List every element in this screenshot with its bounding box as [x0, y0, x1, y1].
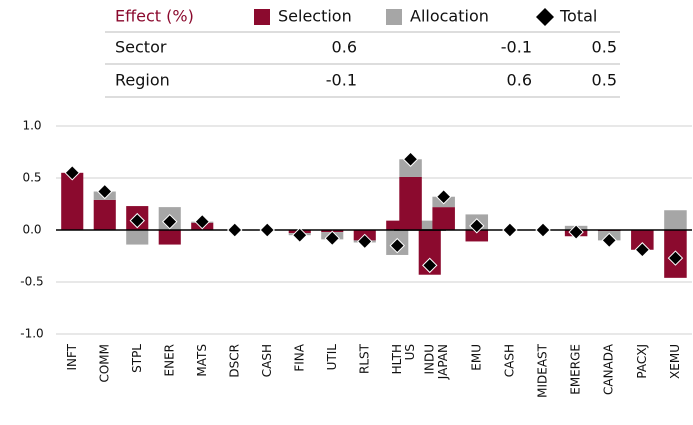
- x-tick-label: UTIL: [325, 344, 339, 371]
- table-value: -0.1: [326, 71, 357, 90]
- bar: [93, 199, 116, 230]
- total-marker: [469, 218, 485, 234]
- x-tick-label: FINA: [292, 343, 306, 371]
- table-value: 0.5: [592, 38, 617, 57]
- total-marker: [227, 222, 243, 238]
- table-value: -0.1: [501, 38, 532, 57]
- total-marker: [667, 250, 684, 266]
- table-value: 0.5: [592, 71, 617, 90]
- table-header: Effect (%): [115, 7, 194, 26]
- x-tick-label: MIDEAST: [536, 343, 550, 398]
- x-tick-label: JAPAN: [436, 344, 450, 380]
- total-marker: [129, 212, 145, 229]
- bar: [664, 210, 687, 230]
- bar: [465, 230, 489, 242]
- table-row-label: Sector: [115, 38, 167, 57]
- legend-marker: [536, 8, 554, 26]
- bar: [158, 230, 181, 245]
- y-tick-label: -0.5: [20, 275, 43, 289]
- total-marker: [97, 183, 113, 200]
- total-marker: [64, 165, 80, 181]
- total-marker: [435, 189, 452, 205]
- y-tick-label: 0.5: [22, 171, 41, 185]
- x-tick-label: INDU: [422, 344, 436, 375]
- bar: [432, 207, 455, 230]
- legend-swatch: [386, 9, 402, 25]
- x-tick-label: EMERGE: [569, 344, 583, 395]
- total-marker: [502, 222, 518, 238]
- total-marker: [292, 227, 308, 243]
- x-tick-label: EMU: [469, 344, 483, 371]
- x-tick-label: CASH: [260, 344, 274, 377]
- x-tick-label: DSCR: [227, 344, 241, 378]
- bar: [631, 230, 654, 250]
- x-tick-label: ENER: [162, 344, 176, 376]
- bar: [399, 176, 422, 230]
- x-tick-label: COMM: [97, 344, 111, 383]
- total-marker: [357, 233, 373, 250]
- x-tick-label: CASH: [502, 344, 516, 377]
- y-tick-label: 1.0: [22, 119, 41, 133]
- total-marker: [601, 232, 617, 249]
- y-tick-label: 0.0: [22, 223, 41, 237]
- x-tick-label: INFT: [65, 343, 79, 370]
- total-marker: [535, 222, 551, 238]
- legend-label: Allocation: [410, 7, 489, 26]
- bar: [399, 159, 422, 177]
- total-marker: [389, 237, 405, 254]
- x-tick-label: PACXJ: [635, 344, 649, 379]
- x-tick-label: STPL: [130, 344, 144, 373]
- legend-swatch: [254, 9, 270, 25]
- bar: [386, 220, 409, 230]
- table-value: 0.6: [332, 38, 357, 57]
- x-tick-label: US: [403, 344, 417, 360]
- total-marker: [259, 222, 275, 238]
- legend-label: Selection: [278, 7, 352, 26]
- y-tick-label: -1.0: [20, 327, 43, 341]
- bar: [418, 220, 441, 230]
- table-value: 0.6: [507, 71, 532, 90]
- total-marker: [634, 242, 651, 258]
- x-tick-label: MATS: [195, 344, 209, 377]
- x-tick-label: RLST: [357, 343, 371, 374]
- table-row-label: Region: [115, 71, 170, 90]
- total-marker: [162, 213, 178, 230]
- bar: [126, 230, 149, 245]
- total-marker: [324, 230, 340, 247]
- total-marker: [568, 224, 584, 240]
- x-tick-label: HLTH: [390, 344, 404, 374]
- total-marker: [422, 257, 438, 274]
- total-marker: [402, 151, 419, 167]
- x-tick-label: XEMU: [668, 344, 682, 379]
- total-marker: [194, 213, 210, 230]
- bar: [61, 172, 84, 230]
- legend-label: Total: [559, 7, 597, 26]
- x-tick-label: CANADA: [602, 343, 616, 395]
